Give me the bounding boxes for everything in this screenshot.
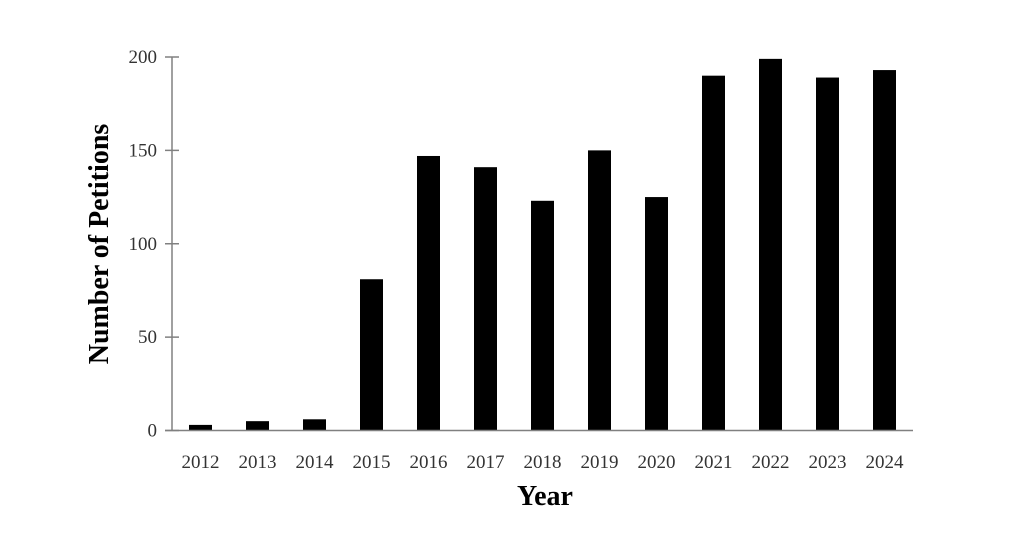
y-tick-label-200: 200 [129, 47, 158, 68]
y-tick-label-100: 100 [129, 234, 158, 255]
axes: 2012 2013 2014 2015 2016 2017 2018 2019 2020 2021… [129, 47, 913, 473]
bar-2023 [816, 77, 839, 431]
x-tick-label-2024: 2024 [866, 452, 905, 473]
bar-2018 [531, 200, 554, 431]
x-tick-label-2016: 2016 [410, 452, 448, 473]
bar-2019 [588, 150, 611, 431]
x-tick-label-2021: 2021 [695, 452, 733, 473]
bar-2012 [189, 424, 212, 431]
bars [189, 58, 896, 431]
x-tick-label-2014: 2014 [296, 452, 335, 473]
bar-2015 [360, 279, 383, 431]
bar-2021 [702, 75, 725, 431]
y-tick-label-0: 0 [148, 421, 158, 442]
bar-2016 [417, 155, 440, 431]
x-tick-label-2020: 2020 [638, 452, 676, 473]
x-tick-label-2022: 2022 [752, 452, 790, 473]
y-tick-label-150: 150 [129, 140, 158, 161]
bar-2020 [645, 197, 668, 431]
x-tick-label-2013: 2013 [239, 452, 277, 473]
x-tick-label-2023: 2023 [809, 452, 847, 473]
bar-2013 [246, 421, 269, 431]
bar-2024 [873, 70, 896, 431]
x-axis-title: Year [517, 481, 573, 512]
x-tick-label-2012: 2012 [182, 452, 220, 473]
bar-2017 [474, 167, 497, 431]
x-tick-label-2019: 2019 [581, 452, 619, 473]
y-tick-label-50: 50 [138, 327, 157, 348]
x-tick-label-2017: 2017 [467, 452, 505, 473]
x-tick-label-2018: 2018 [524, 452, 562, 473]
bar-2014 [303, 419, 326, 431]
x-tick-label-2015: 2015 [353, 452, 391, 473]
bar-2022 [759, 58, 782, 431]
y-axis-title: Number of Petitions [84, 124, 115, 365]
